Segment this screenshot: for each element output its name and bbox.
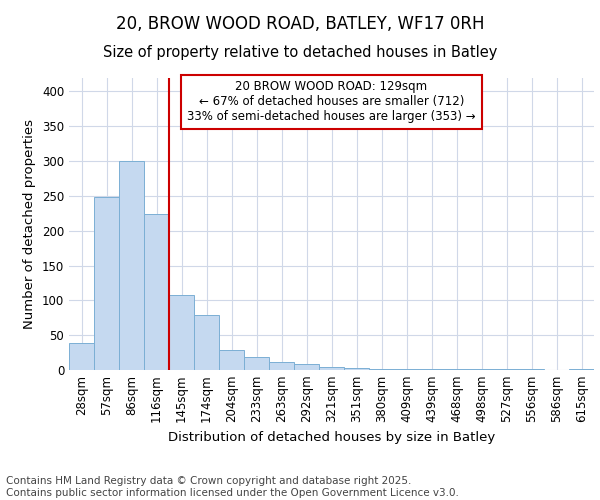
Text: 20, BROW WOOD ROAD, BATLEY, WF17 0RH: 20, BROW WOOD ROAD, BATLEY, WF17 0RH bbox=[116, 15, 484, 33]
Bar bbox=[344, 368, 369, 370]
Text: Contains HM Land Registry data © Crown copyright and database right 2025.
Contai: Contains HM Land Registry data © Crown c… bbox=[6, 476, 459, 498]
Bar bbox=[144, 214, 169, 370]
X-axis label: Distribution of detached houses by size in Batley: Distribution of detached houses by size … bbox=[168, 431, 495, 444]
Bar bbox=[119, 161, 144, 370]
Bar bbox=[194, 315, 219, 370]
Bar bbox=[369, 368, 394, 370]
Bar bbox=[269, 362, 294, 370]
Text: 20 BROW WOOD ROAD: 129sqm
← 67% of detached houses are smaller (712)
33% of semi: 20 BROW WOOD ROAD: 129sqm ← 67% of detac… bbox=[187, 80, 476, 124]
Bar bbox=[219, 350, 244, 370]
Bar bbox=[394, 368, 419, 370]
Y-axis label: Number of detached properties: Number of detached properties bbox=[23, 118, 37, 329]
Bar bbox=[244, 358, 269, 370]
Bar bbox=[169, 296, 194, 370]
Text: Size of property relative to detached houses in Batley: Size of property relative to detached ho… bbox=[103, 45, 497, 60]
Bar bbox=[319, 366, 344, 370]
Bar bbox=[569, 368, 594, 370]
Bar bbox=[94, 198, 119, 370]
Bar bbox=[69, 343, 94, 370]
Bar bbox=[419, 368, 444, 370]
Bar bbox=[294, 364, 319, 370]
